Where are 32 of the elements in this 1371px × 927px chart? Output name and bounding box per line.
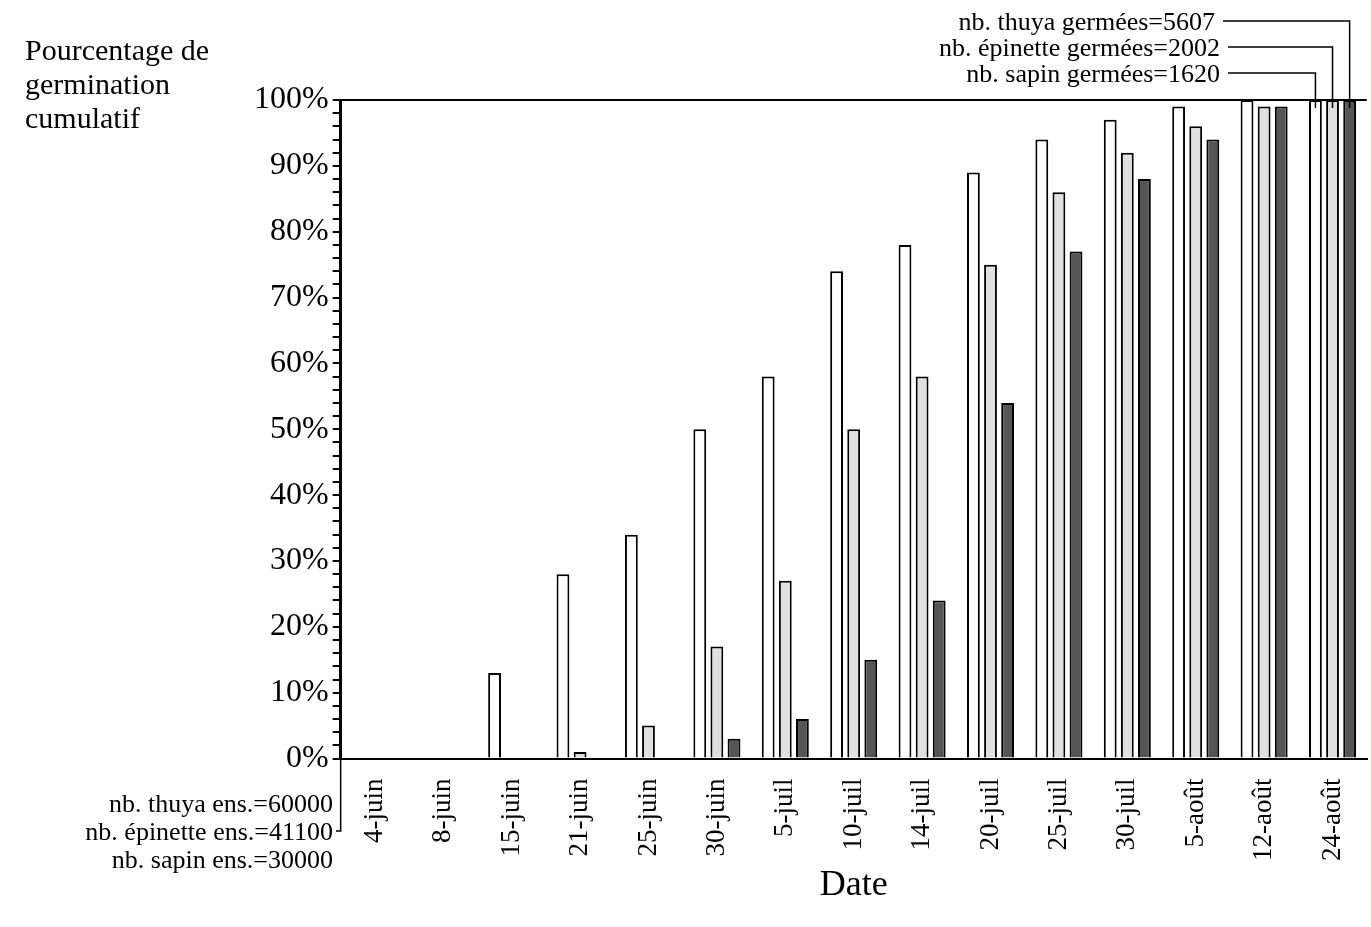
text: nb. thuya ens.=60000	[108, 789, 333, 818]
x-tick-label: 25-juin	[631, 778, 662, 857]
x-tick-label: 5-juil	[768, 778, 799, 838]
y-tick-label: 80%	[270, 211, 329, 248]
x-tick-label: 15-juin	[494, 778, 525, 857]
y-tick-label: 30%	[270, 540, 329, 577]
x-tick-label: 5-août	[1178, 778, 1209, 848]
y-tick-label: 20%	[270, 606, 329, 643]
x-axis-title: Date	[819, 863, 888, 903]
x-tick-label: 30-juil	[1110, 778, 1141, 851]
x-tick-label: 12-août	[1247, 778, 1278, 862]
y-tick-label: 40%	[270, 474, 329, 511]
x-tick-label: 8-juin	[426, 778, 457, 844]
y-tick-label: 10%	[270, 672, 329, 709]
x-tick-label: 24-août	[1315, 778, 1346, 862]
x-tick-label: 30-juin	[699, 778, 730, 857]
annotation: nb. thuya germées=5607	[958, 7, 1215, 36]
text: nb. épinette ens.=41100	[85, 817, 333, 846]
x-tick-label: 25-juil	[1042, 778, 1073, 851]
x-tick-label: 20-juil	[973, 778, 1004, 851]
x-tick-label: 10-juil	[836, 778, 867, 851]
y-tick-label: 70%	[270, 276, 329, 313]
x-tick-label: 4-juin	[357, 778, 388, 844]
y-tick-label: 100%	[254, 79, 329, 116]
y-tick-label: 50%	[270, 408, 329, 445]
y-tick-label: 0%	[286, 737, 329, 774]
text: nb. sapin ens.=30000	[111, 845, 333, 874]
y-tick-label: 90%	[270, 145, 329, 182]
x-tick-label: 21-juin	[563, 778, 594, 857]
y-tick-label: 60%	[270, 342, 329, 379]
y-axis-title: Pourcentage de germination cumulatif	[25, 33, 210, 134]
x-tick-label: 14-juil	[905, 778, 936, 851]
